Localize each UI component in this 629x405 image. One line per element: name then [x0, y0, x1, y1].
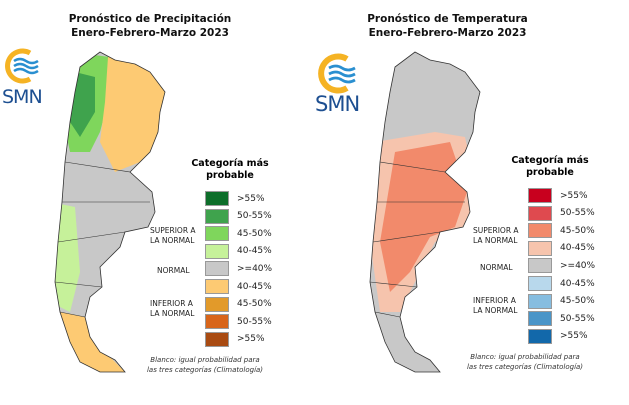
- legend-label: 50-55%: [560, 208, 595, 219]
- legend-title-line: Categoría más: [191, 158, 269, 169]
- label: LA NORMAL: [473, 236, 518, 245]
- legend-title: Categoría más probable: [510, 155, 590, 179]
- legend-label: 40-45%: [560, 278, 595, 289]
- legend-swatch: [205, 296, 229, 312]
- legend-item: 45-50%: [528, 293, 595, 309]
- legend-label: >55%: [237, 334, 265, 345]
- label: LA NORMAL: [473, 306, 518, 315]
- legend-swatch: [205, 243, 229, 259]
- legend-swatch: [528, 258, 552, 274]
- legend-swatch: [528, 223, 552, 239]
- legend-swatch: [528, 276, 552, 291]
- legend-item: 45-50%: [205, 296, 272, 312]
- logo-text: SMN: [315, 92, 360, 116]
- category-normal: NORMAL: [157, 266, 190, 275]
- legend-item: 50-55%: [528, 311, 595, 327]
- label: INFERIOR A: [473, 296, 516, 305]
- legend-swatch: [528, 311, 552, 327]
- legend-item: >55%: [528, 188, 588, 203]
- legend-swatch: [205, 314, 229, 330]
- legend-item: >55%: [205, 331, 265, 347]
- legend-swatch: [205, 331, 229, 347]
- legend-label: >55%: [560, 331, 588, 342]
- label: LA NORMAL: [150, 236, 195, 245]
- legend-label: 50-55%: [237, 211, 272, 222]
- legend-label: 40-45%: [237, 281, 272, 292]
- title-line: Enero-Febrero-Marzo 2023: [368, 27, 527, 39]
- legend-swatch: [205, 226, 229, 242]
- title-line: Pronóstico de Precipitación: [68, 13, 232, 25]
- legend-label: 45-50%: [237, 299, 272, 310]
- legend-swatch: [528, 188, 552, 203]
- label: SUPERIOR A: [150, 226, 196, 235]
- note-line: Blanco: igual probabilidad para: [150, 356, 260, 364]
- category-superior: SUPERIOR A LA NORMAL: [473, 226, 519, 246]
- legend-title-line: Categoría más: [511, 155, 589, 166]
- legend-note: Blanco: igual probabilidad para las tres …: [135, 355, 275, 375]
- legend-label: 45-50%: [560, 296, 595, 307]
- note-line: Blanco: igual probabilidad para: [470, 353, 580, 361]
- label: SUPERIOR A: [473, 226, 519, 235]
- category-inferior: INFERIOR A LA NORMAL: [150, 299, 194, 319]
- legend-note: Blanco: igual probabilidad para las tres …: [455, 352, 595, 372]
- legend-label: 45-50%: [560, 225, 595, 236]
- legend-item: 40-45%: [528, 240, 595, 256]
- note-line: las tres categorías (Climatología): [146, 366, 264, 374]
- legend-label: >=40%: [560, 260, 596, 271]
- legend-item: >55%: [528, 328, 588, 344]
- legend-label: 50-55%: [237, 316, 272, 327]
- label: LA NORMAL: [150, 309, 195, 318]
- legend-swatch: [528, 328, 552, 344]
- legend-item: 45-50%: [528, 223, 595, 239]
- legend-swatch: [528, 293, 552, 309]
- legend-item: >55%: [205, 191, 265, 206]
- temp-map: [369, 51, 481, 373]
- legend-title: Categoría más probable: [190, 158, 270, 182]
- legend-label: >55%: [560, 190, 588, 201]
- legend-label: >55%: [237, 193, 265, 204]
- legend-label: 50-55%: [560, 313, 595, 324]
- temp-title: Pronóstico de Temperatura Enero-Febrero-…: [335, 12, 560, 40]
- legend-item: 45-50%: [205, 226, 272, 242]
- legend-swatch: [205, 261, 229, 277]
- legend-swatch: [205, 208, 229, 224]
- precip-map: [54, 51, 166, 373]
- category-superior: SUPERIOR A LA NORMAL: [150, 226, 196, 246]
- smn-logo-icon: [5, 48, 39, 84]
- legend-item: >=40%: [528, 258, 596, 274]
- precip-title: Pronóstico de Precipitación Enero-Febrer…: [40, 12, 260, 40]
- note-line: las tres categorías (Climatología): [466, 363, 584, 371]
- legend-title-line: probable: [526, 167, 574, 178]
- logo-text: SMN: [2, 86, 43, 108]
- legend-label: 40-45%: [560, 243, 595, 254]
- category-inferior: INFERIOR A LA NORMAL: [473, 296, 517, 316]
- legend-swatch: [205, 191, 229, 206]
- legend-item: 50-55%: [205, 314, 272, 330]
- legend-swatch: [205, 279, 229, 294]
- legend-item: 50-55%: [528, 205, 595, 221]
- legend-swatch: [528, 240, 552, 256]
- label: INFERIOR A: [150, 299, 193, 308]
- smn-logo-icon: [318, 53, 356, 94]
- legend-item: 40-45%: [528, 276, 595, 291]
- legend-label: >=40%: [237, 263, 273, 274]
- legend-item: 40-45%: [205, 279, 272, 294]
- precipitation-forecast-panel: Pronóstico de Precipitación Enero-Febrer…: [0, 0, 314, 405]
- legend-item: >=40%: [205, 261, 273, 277]
- legend-label: 40-45%: [237, 246, 272, 257]
- title-line: Enero-Febrero-Marzo 2023: [71, 27, 229, 39]
- title-line: Pronóstico de Temperatura: [367, 13, 528, 25]
- category-normal: NORMAL: [480, 263, 513, 272]
- legend-item: 40-45%: [205, 243, 272, 259]
- legend-swatch: [528, 205, 552, 221]
- legend-label: 45-50%: [237, 228, 272, 239]
- temperature-forecast-panel: Pronóstico de Temperatura Enero-Febrero-…: [315, 0, 629, 405]
- legend-title-line: probable: [206, 170, 254, 181]
- legend-item: 50-55%: [205, 208, 272, 224]
